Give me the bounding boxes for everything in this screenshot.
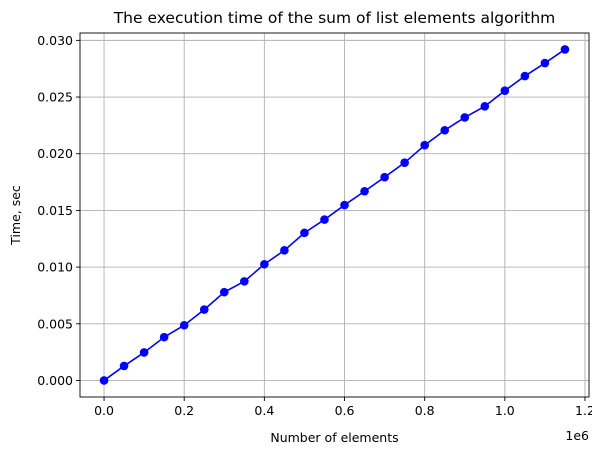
data-point	[199, 305, 209, 314]
y-tick-label: 0.010	[37, 260, 73, 275]
data-point	[460, 113, 470, 122]
data-point	[240, 277, 249, 286]
data-point	[300, 228, 309, 238]
data-point	[480, 102, 490, 111]
series-line	[103, 48, 566, 382]
data-point	[500, 86, 510, 96]
data-point	[99, 376, 109, 385]
data-point	[219, 287, 229, 297]
data-point	[360, 186, 369, 196]
chart-title: The execution time of the sum of list el…	[113, 9, 556, 27]
x-tick-label: 1.2	[575, 403, 592, 418]
x-tick-label: 0.2	[174, 403, 194, 418]
y-tick-label: 0.025	[37, 90, 73, 105]
y-tick-label: 0.000	[37, 373, 73, 388]
y-tick-label: 0.030	[37, 33, 73, 48]
y-tick-label: 0.005	[37, 316, 73, 331]
plot-frame	[79, 32, 590, 398]
data-point	[340, 200, 349, 210]
series-layer	[99, 45, 570, 385]
x-axis-offset-label: 1e6	[565, 428, 589, 443]
data-point	[560, 45, 570, 54]
data-point	[400, 158, 409, 167]
data-point	[540, 58, 550, 68]
x-tick-label: 1.0	[495, 403, 515, 418]
data-point	[420, 140, 429, 150]
y-axis-label: Time, sec	[8, 185, 23, 246]
x-tick-label: 0.8	[415, 403, 435, 418]
data-point	[159, 332, 169, 342]
x-tick-label: 0.4	[254, 403, 274, 418]
data-point	[440, 125, 450, 135]
data-point	[520, 71, 530, 81]
data-point	[260, 259, 269, 269]
data-point	[119, 361, 129, 371]
data-point	[280, 246, 289, 255]
data-point	[320, 215, 329, 224]
data-point	[380, 172, 389, 182]
x-tick-label: 0.6	[335, 403, 355, 418]
x-axis-label: Number of elements	[270, 430, 398, 445]
x-tick-label: 0.0	[94, 403, 114, 418]
y-tick-label: 0.015	[37, 203, 73, 218]
data-point	[139, 348, 149, 357]
data-point	[179, 320, 189, 330]
axis-ticks: 0.0 0.2 0.4 0.6 0.8 1.0 1.2 0.000 0.005 0.010 0.01…	[37, 33, 592, 418]
y-tick-label: 0.020	[37, 146, 73, 161]
